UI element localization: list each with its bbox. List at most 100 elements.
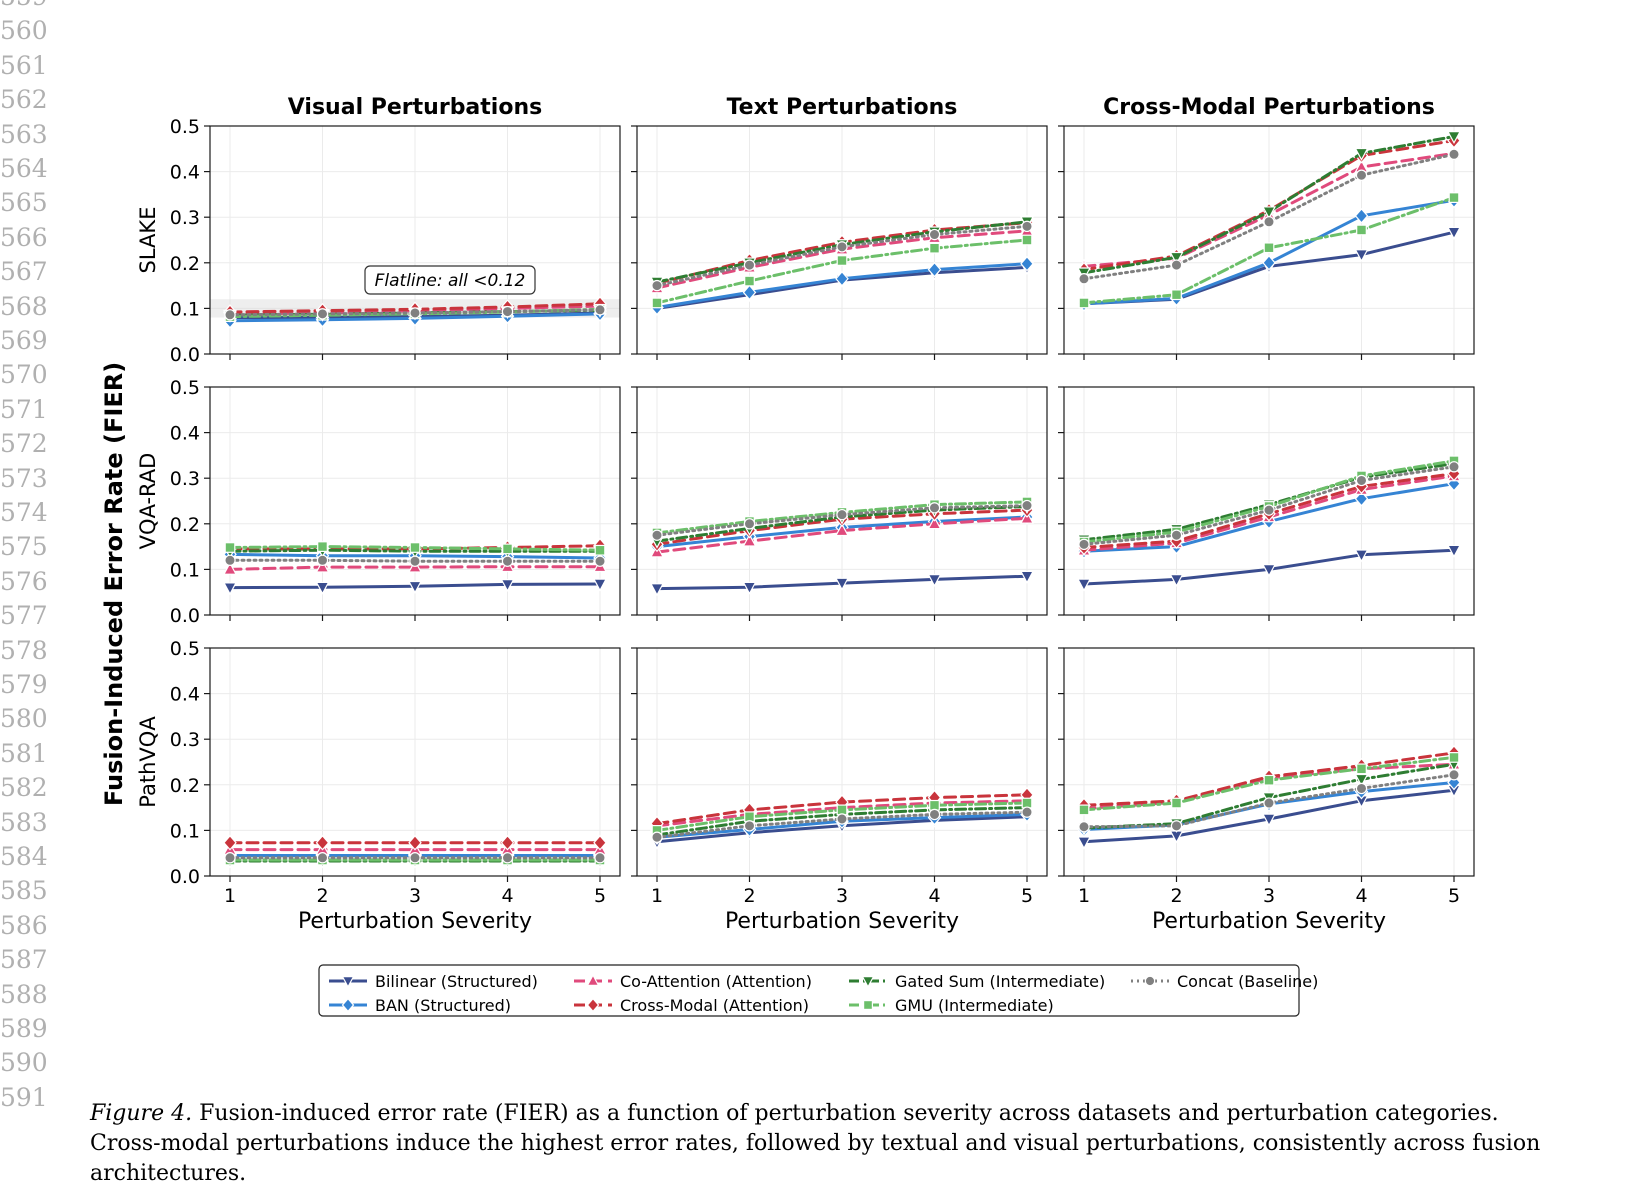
x-tick-label: 2	[1170, 885, 1182, 907]
data-point	[836, 804, 848, 816]
line-number: 586	[0, 910, 48, 940]
series-gmu-intermediate	[1078, 192, 1460, 309]
panels-layer: 0.0 0.1 0.2 0.3 0.4 0.5 Visual Perturbations SL…	[136, 95, 1475, 934]
data-point	[223, 834, 237, 851]
legend-label: Cross-Modal (Attention)	[620, 996, 809, 1015]
data-point	[1448, 752, 1460, 763]
line-number: 590	[0, 1048, 48, 1078]
data-point	[1170, 529, 1183, 541]
data-point	[1446, 226, 1462, 240]
y-tick-label: 0.0	[170, 344, 200, 366]
line-number: 564	[0, 154, 48, 183]
data-point	[317, 541, 328, 552]
data-point	[742, 284, 757, 301]
data-point	[1078, 804, 1090, 816]
data-point	[501, 852, 514, 864]
line-number: 573	[0, 463, 48, 493]
line-number: 565	[0, 188, 48, 218]
data-point	[744, 275, 755, 287]
series-concat-baseline	[651, 806, 1033, 843]
data-point	[1263, 774, 1275, 786]
y-tick-label: 0.5	[170, 377, 200, 399]
x-tick-label: 5	[594, 885, 606, 907]
line-number: 560	[0, 16, 48, 46]
data-point	[743, 820, 756, 832]
x-axis-label: Perturbation Severity	[298, 909, 532, 934]
data-point	[408, 834, 422, 851]
line-number: 591	[0, 1082, 48, 1112]
x-tick-label: 2	[743, 885, 755, 907]
data-point	[594, 555, 606, 567]
legend-entry-co-attention-attention: Co-Attention (Attention)	[574, 972, 812, 991]
data-point	[836, 508, 848, 521]
data-point	[1170, 259, 1183, 271]
legend-label: BAN (Structured)	[375, 996, 511, 1015]
data-point	[928, 228, 941, 241]
data-point	[862, 999, 873, 1010]
line-number: 580	[0, 704, 48, 734]
data-point	[1078, 821, 1090, 833]
data-point	[224, 852, 236, 864]
data-point	[224, 542, 236, 553]
series-bilinear-structured	[649, 570, 1035, 597]
data-point	[1354, 773, 1369, 787]
line-number: 569	[0, 326, 48, 355]
y-tick-label: 0.5	[170, 116, 200, 138]
x-tick-label: 5	[1021, 885, 1033, 907]
y-tick-label: 0.3	[170, 468, 200, 490]
data-point	[1021, 220, 1033, 233]
line-number: 567	[0, 257, 48, 287]
flatline-annotation: Flatline: all <0.12	[364, 265, 536, 295]
figure-ylabel: Fusion-Induced Error Rate (FIER)	[100, 362, 128, 806]
data-point	[861, 975, 875, 989]
data-point	[224, 554, 236, 566]
series-line	[1082, 152, 1456, 281]
data-point	[224, 309, 236, 321]
data-point	[594, 544, 606, 556]
data-point	[316, 554, 329, 566]
y-tick-label: 0.2	[170, 775, 200, 797]
data-point	[743, 259, 756, 271]
line-number: 559	[0, 0, 48, 11]
data-point	[1021, 499, 1033, 512]
series-concat-baseline	[1078, 461, 1460, 551]
data-point	[1448, 148, 1460, 160]
y-tick-label: 0.1	[170, 559, 200, 581]
data-point	[1355, 474, 1368, 487]
panel-vqa-rad-visual-perturbations: 0.0 0.1 0.2 0.3 0.4 0.5 VQA-RAD	[136, 377, 621, 627]
x-tick-label: 4	[1355, 885, 1367, 907]
legend-label: Bilinear (Structured)	[375, 972, 538, 991]
data-point	[927, 574, 942, 587]
data-point	[1078, 538, 1090, 551]
data-point	[651, 297, 663, 309]
data-point	[593, 834, 607, 851]
series-concat-baseline	[224, 304, 606, 321]
row-label: SLAKE	[136, 207, 160, 274]
line-number: 576	[0, 566, 48, 596]
data-point	[1354, 147, 1369, 161]
fier-figure: 0.0 0.1 0.2 0.3 0.4 0.5 Visual Perturbations SL…	[100, 95, 1475, 1017]
data-point	[1263, 797, 1275, 809]
x-tick-label: 2	[316, 885, 328, 907]
x-tick-label: 3	[1263, 885, 1275, 907]
data-point	[1446, 131, 1462, 145]
panel-slake-text-perturbations: Text Perturbations	[631, 95, 1048, 360]
column-title: Text Perturbations	[727, 95, 958, 120]
data-point	[1021, 797, 1033, 809]
series-co-attention-attention	[649, 510, 1035, 558]
x-axis-label: Perturbation Severity	[1152, 909, 1386, 934]
data-point	[1354, 490, 1369, 507]
data-point	[592, 578, 608, 592]
line-number: 581	[0, 738, 48, 768]
data-point	[1354, 549, 1369, 563]
panel-pathvqa-cross-modal-perturbations: 1 2 3 4 5 Perturbation Severity	[1058, 647, 1475, 934]
data-point	[1446, 544, 1462, 558]
x-tick-label: 4	[501, 885, 513, 907]
data-point	[500, 834, 515, 851]
line-number: 566	[0, 222, 48, 252]
data-point	[409, 542, 421, 553]
data-point	[586, 997, 600, 1013]
data-point	[742, 533, 757, 547]
annotation-box	[364, 265, 536, 295]
data-point	[651, 279, 663, 292]
